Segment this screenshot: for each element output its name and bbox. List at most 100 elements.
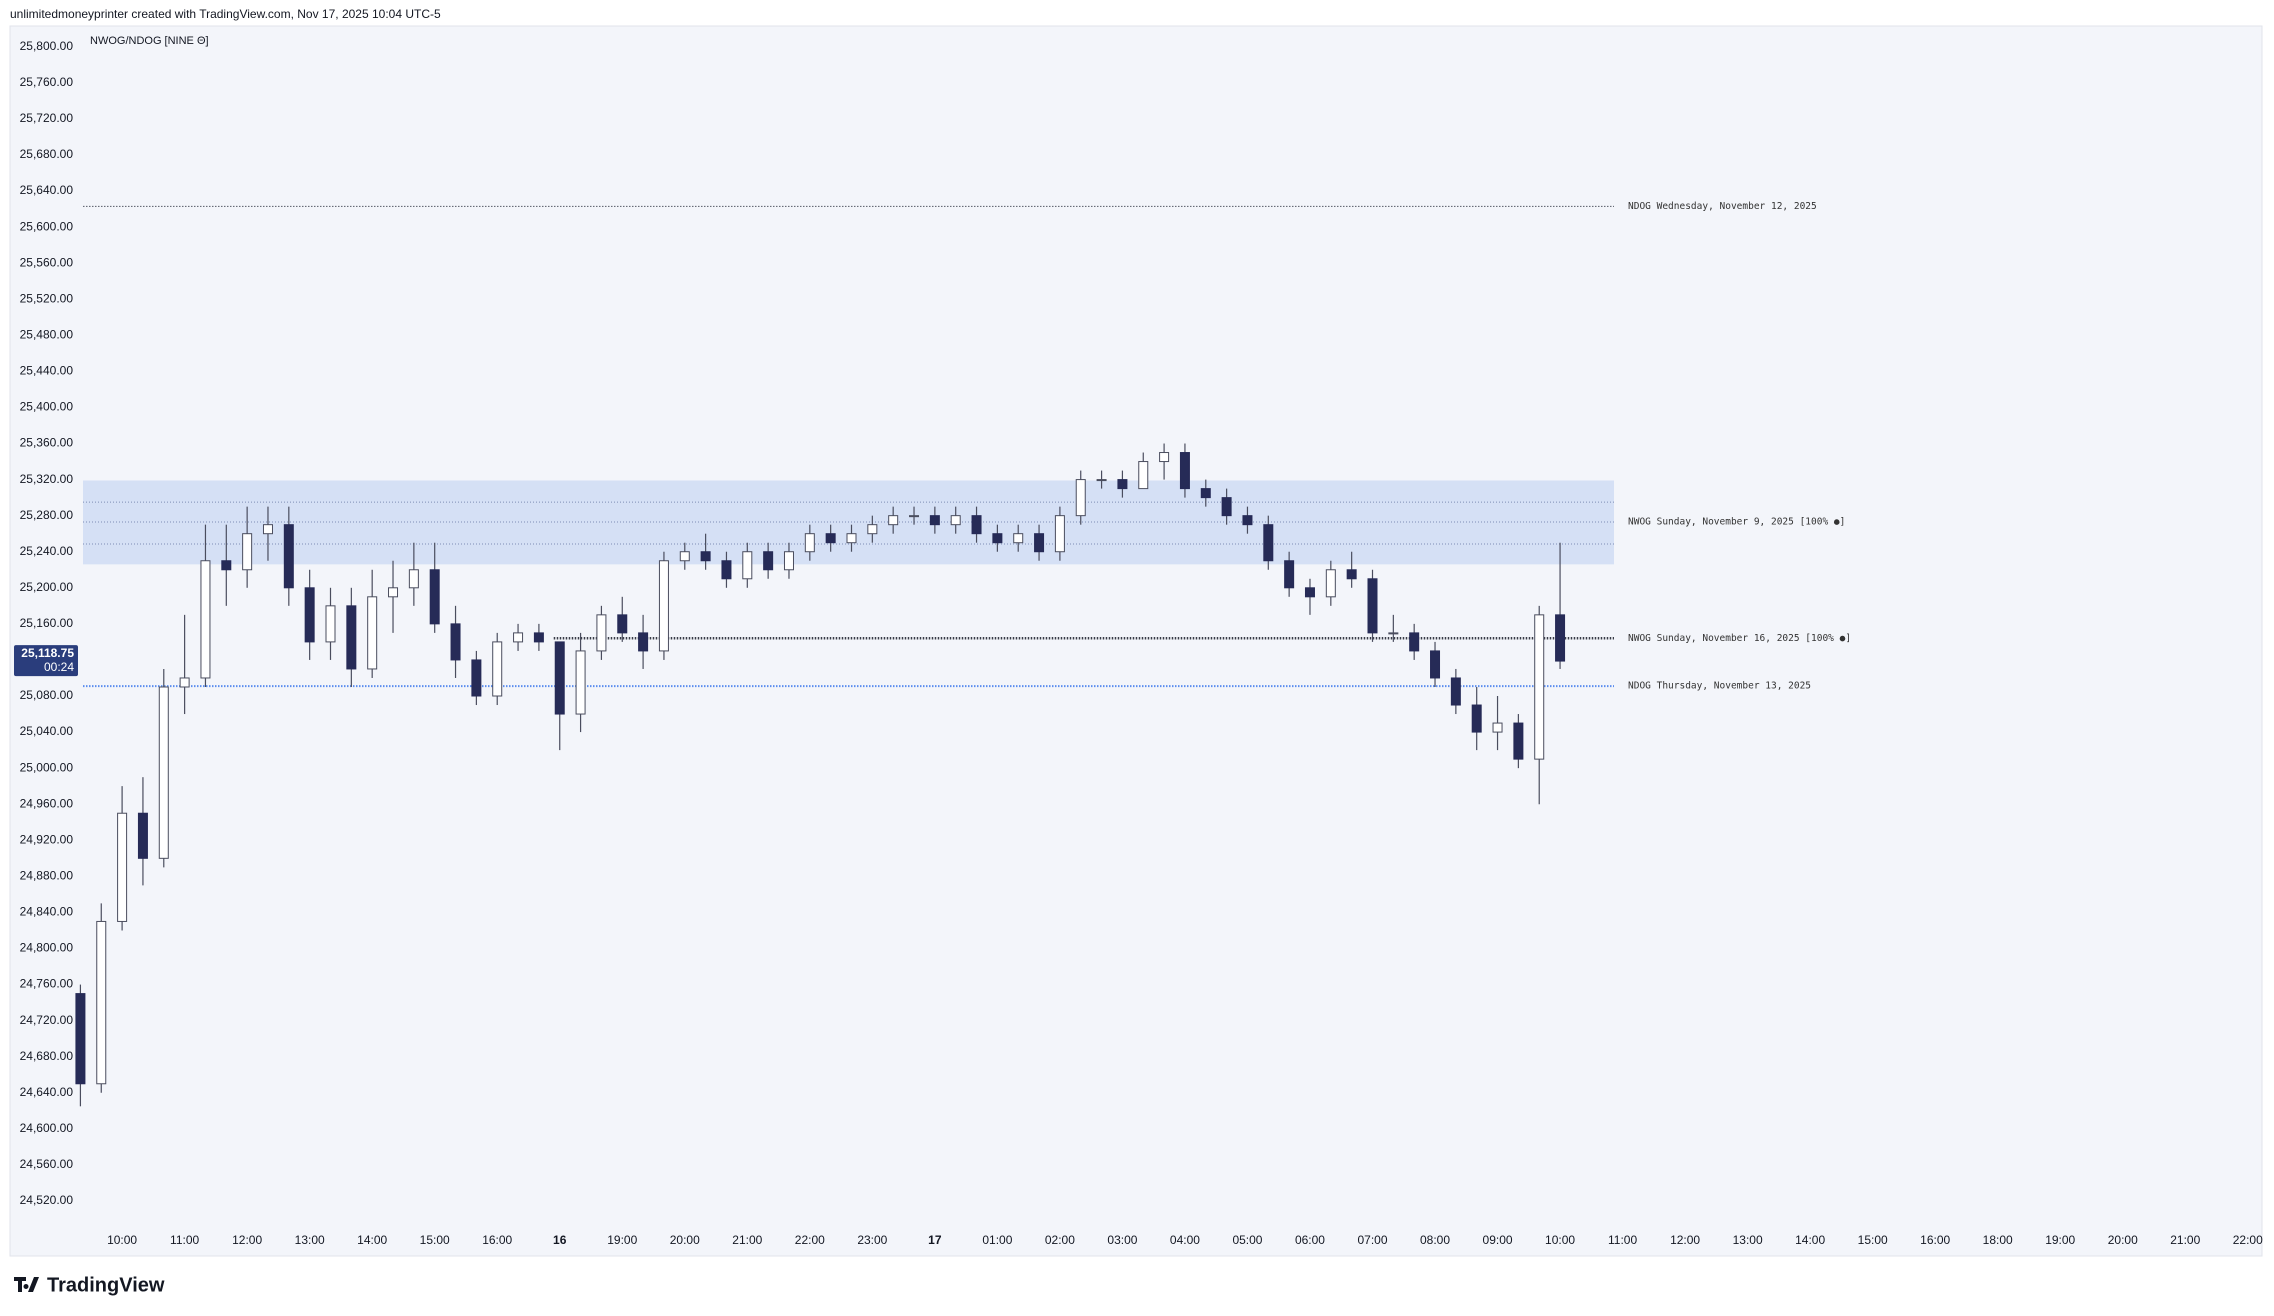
candle-body: [825, 533, 836, 544]
y-tick-label: 25,760.00: [20, 75, 74, 89]
y-tick-label: 24,840.00: [20, 905, 74, 919]
candle-body: [1471, 704, 1482, 733]
candle-body: [1492, 722, 1503, 733]
candle-body: [1430, 650, 1441, 679]
x-tick-label: 05:00: [1232, 1233, 1262, 1247]
candle-body: [804, 533, 815, 553]
y-tick-label: 25,560.00: [20, 255, 74, 269]
candle-body: [1054, 515, 1065, 553]
y-tick-label: 25,600.00: [20, 219, 74, 233]
candle-body: [1096, 479, 1107, 482]
candle-body: [909, 515, 920, 518]
candle-body: [992, 533, 1003, 544]
y-tick-label: 25,680.00: [20, 147, 74, 161]
candle-body: [1200, 488, 1211, 499]
candle-body: [179, 677, 190, 688]
candle-body: [346, 605, 357, 670]
candle-body: [638, 632, 649, 652]
candle-body: [1179, 452, 1190, 490]
candle-body: [513, 632, 524, 643]
x-tick-label: 10:00: [107, 1233, 137, 1247]
candle-body: [721, 560, 732, 580]
candle-body: [1388, 632, 1399, 635]
candle-body: [262, 524, 273, 535]
x-tick-label: 20:00: [670, 1233, 700, 1247]
candle-body: [450, 623, 461, 661]
y-tick-label: 25,160.00: [20, 616, 74, 630]
y-tick-label: 25,720.00: [20, 111, 74, 125]
candle-body: [137, 812, 148, 859]
candle-body: [1284, 560, 1295, 589]
x-tick-label: 12:00: [1670, 1233, 1700, 1247]
header-text: unlimitedmoneyprinter created with Tradi…: [10, 7, 441, 21]
candle-body: [367, 596, 378, 670]
candle-body: [1159, 452, 1170, 463]
y-tick-label: 24,720.00: [20, 1013, 74, 1027]
y-tick-label: 24,520.00: [20, 1193, 74, 1207]
x-tick-label: 02:00: [1045, 1233, 1075, 1247]
legend-title: NWOG/NDOG [NINE Θ]: [90, 35, 209, 47]
y-tick-label: 25,000.00: [20, 760, 74, 774]
x-tick-label: 15:00: [420, 1233, 450, 1247]
candle-body: [783, 551, 794, 571]
layer: NWOG Sunday, November 9, 2025 [100% ●] ND…: [14, 39, 2263, 1247]
candle-body: [533, 632, 544, 643]
level-label: NWOG Sunday, November 16, 2025 [100% ●]: [1628, 633, 1851, 644]
y-tick-label: 25,320.00: [20, 472, 74, 486]
candle-body: [1117, 479, 1128, 490]
brand-name: TradingView: [47, 1274, 165, 1296]
x-tick-label: 06:00: [1295, 1233, 1325, 1247]
x-tick-label: 16:00: [482, 1233, 512, 1247]
candle-body: [575, 650, 586, 715]
candle-body: [867, 524, 878, 535]
x-tick-label: 10:00: [1545, 1233, 1575, 1247]
candle-body: [700, 551, 711, 562]
y-tick-label: 25,280.00: [20, 508, 74, 522]
candle-body: [1013, 533, 1024, 544]
countdown-label: 00:24: [44, 660, 74, 674]
candle-body: [96, 920, 107, 1085]
candle-body: [971, 515, 982, 535]
x-tick-label: 16:00: [1920, 1233, 1950, 1247]
candle-body: [846, 533, 857, 544]
candle-body: [1409, 632, 1420, 652]
x-tick-label: 21:00: [2170, 1233, 2200, 1247]
candle-body: [492, 641, 503, 697]
y-tick-label: 25,360.00: [20, 436, 74, 450]
candle-body: [117, 812, 128, 922]
level-label: NDOG Thursday, November 13, 2025: [1628, 681, 1811, 692]
x-tick-label: 16: [553, 1233, 567, 1247]
candle-body: [1304, 587, 1315, 598]
candle-body: [1513, 722, 1524, 760]
candle-body: [408, 569, 419, 589]
candle-body: [325, 605, 336, 643]
y-tick-label: 25,240.00: [20, 544, 74, 558]
candle-body: [242, 533, 253, 571]
candle-body: [1075, 479, 1086, 517]
x-tick-label: 09:00: [1483, 1233, 1513, 1247]
y-tick-label: 24,640.00: [20, 1085, 74, 1099]
y-tick-label: 25,040.00: [20, 724, 74, 738]
x-tick-label: 14:00: [357, 1233, 387, 1247]
brand-logo: [14, 1277, 39, 1292]
candle-body: [221, 560, 232, 571]
candle-body: [554, 641, 565, 715]
y-tick-label: 25,640.00: [20, 183, 74, 197]
x-tick-label: 23:00: [857, 1233, 887, 1247]
x-tick-label: 04:00: [1170, 1233, 1200, 1247]
x-tick-label: 08:00: [1420, 1233, 1450, 1247]
y-tick-label: 25,800.00: [20, 39, 74, 53]
y-tick-label: 25,200.00: [20, 580, 74, 594]
x-tick-label: 22:00: [2233, 1233, 2263, 1247]
y-tick-label: 25,080.00: [20, 688, 74, 702]
x-tick-label: 21:00: [732, 1233, 762, 1247]
candle-body: [929, 515, 940, 526]
last-price-box: [14, 645, 78, 677]
candle-body: [596, 614, 607, 652]
x-tick-label: 11:00: [1608, 1233, 1637, 1247]
candle-body: [304, 587, 315, 643]
candle-body: [1034, 533, 1045, 553]
candle-body: [1138, 461, 1149, 490]
